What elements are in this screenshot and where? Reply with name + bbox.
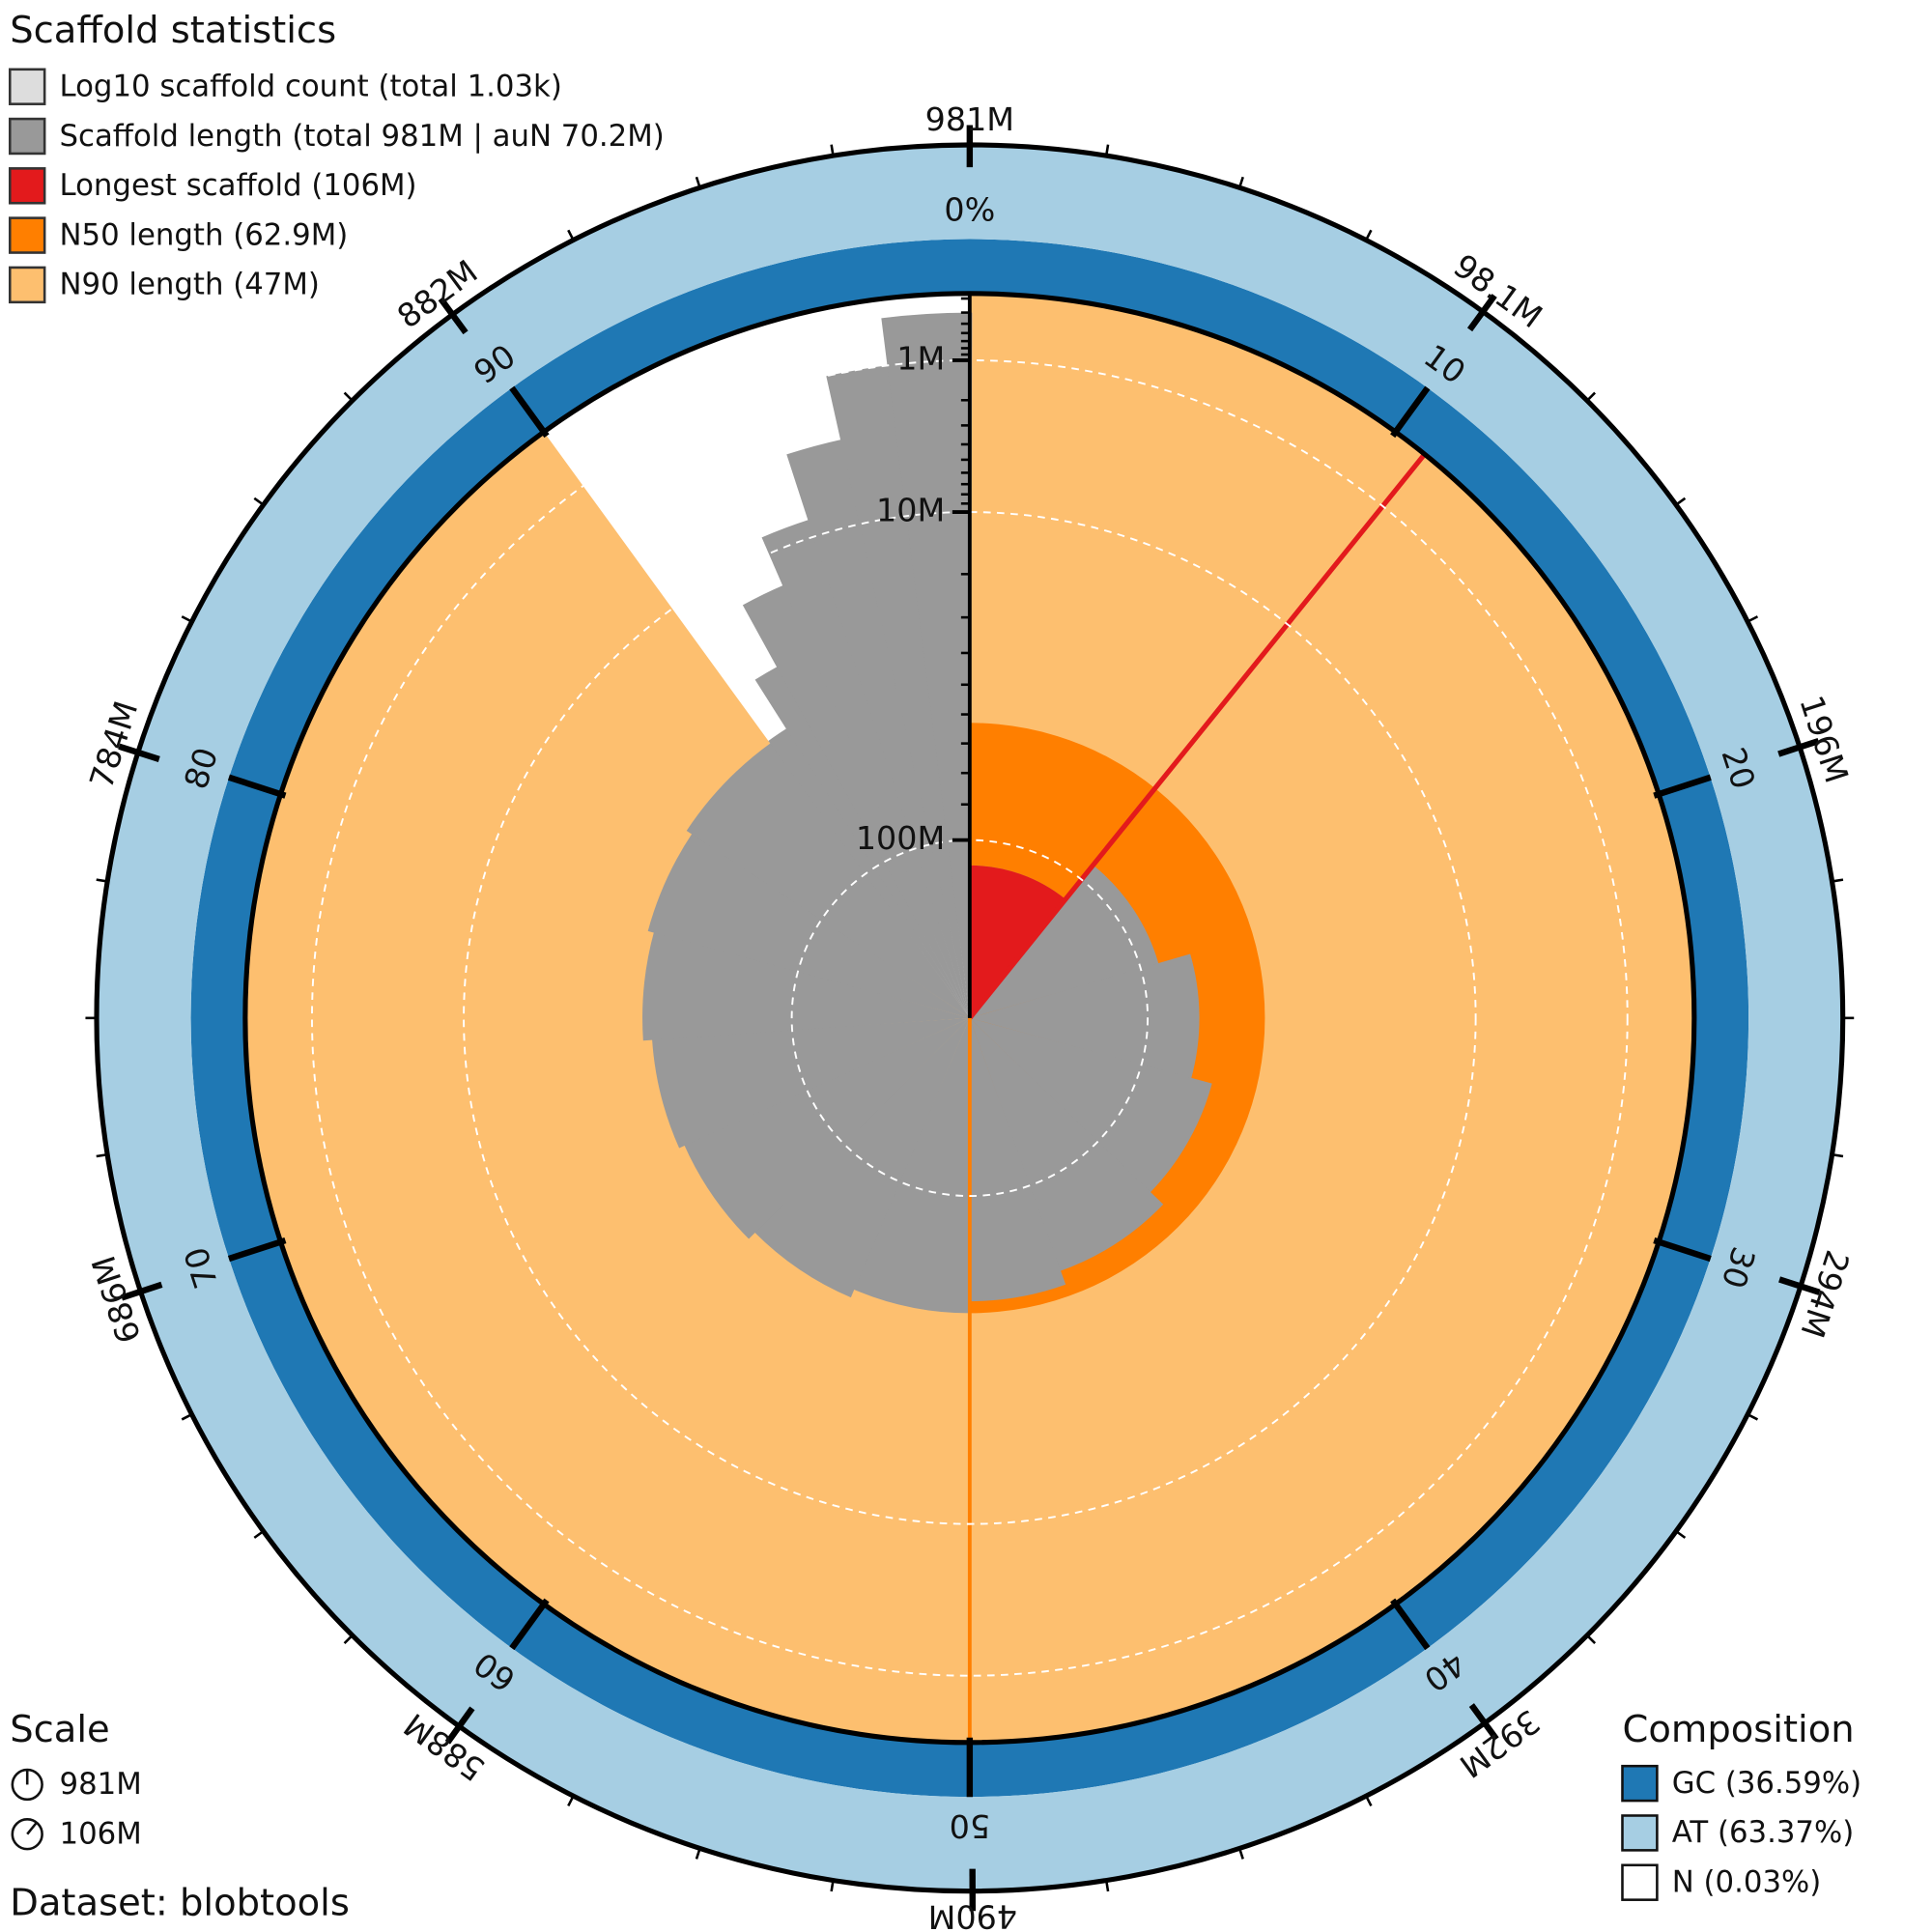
dataset-label: Dataset: blobtools [10,1881,350,1924]
scaffold-length-step [753,1017,970,1298]
percent-tick [1390,385,1431,439]
minor-tick [830,1880,835,1892]
minor-tick [1104,144,1110,156]
composition-label: AT (63.37%) [1672,1815,1854,1850]
minor-tick [1832,878,1844,883]
scaffold-length-step [754,666,970,1018]
percent-tick [1653,774,1712,799]
legend-count-swatch [8,68,46,105]
minor-tick [695,1848,701,1860]
composition-swatch [1621,1764,1659,1803]
scaffold-length-step [853,1017,970,1314]
scaffold-length-step [786,439,970,1018]
minor-tick [96,878,108,883]
x-tick [444,1706,475,1745]
percent-tick [227,1236,287,1263]
minor-tick [1586,1634,1597,1645]
minor-tick [1104,1880,1110,1892]
scaffold-length-step [969,1017,1164,1271]
legend-length-swatch [8,117,46,156]
x-tick [438,297,469,335]
composition-label: GC (36.59%) [1672,1766,1861,1801]
minor-tick [1237,176,1244,188]
scale-title: Scale [10,1708,109,1751]
x-tick [121,1281,163,1301]
percent-tick-label: 0% [944,191,995,229]
chart-title: Scaffold statistics [10,9,336,52]
minor-tick [181,615,193,623]
minor-tick [253,1530,265,1539]
scaffold-length-step [684,1017,970,1239]
minor-tick [1237,1848,1244,1860]
r-tick-label: 100M [856,819,945,857]
minor-tick [567,1795,575,1807]
percent-tick [1390,1598,1431,1651]
minor-tick [181,1413,193,1421]
r-tick-label: 10M [876,492,945,529]
scaffold-length-step [968,1017,1066,1302]
x-tick-label: 490M [928,1897,1017,1932]
percent-tick [509,1598,550,1651]
composition-title: Composition [1622,1708,1854,1751]
minor-tick [343,1634,354,1645]
legend-count-label: Log10 scaffold count (total 1.03k) [60,70,562,104]
minor-tick [343,391,354,402]
minor-tick [1365,1795,1373,1807]
percent-tick [1653,1236,1712,1263]
minor-tick [567,229,575,242]
r-tick-label: 1M [896,339,945,377]
minor-tick [1832,1152,1844,1158]
legend-longest-label: Longest scaffold (106M) [60,168,417,203]
scaffold-length-step [742,584,970,1018]
minor-tick [1365,229,1373,242]
scale-icon-hand [26,1821,38,1835]
legend-n90-swatch [8,266,46,304]
minor-tick [253,497,265,506]
minor-tick [1675,1530,1687,1539]
scaffold-length-step [969,865,1159,1018]
scaffold-length-step [826,365,970,1018]
longest-line [967,452,1427,1020]
percent-tick [509,385,550,439]
longest-wedge [969,865,1066,1018]
x-tick [1468,1703,1499,1742]
composition-label: N (0.03%) [1672,1865,1821,1900]
minor-tick [96,1152,108,1158]
x-tick [118,743,160,763]
legend-length-label: Scaffold length (total 981M | auN 70.2M) [60,119,665,154]
legend-n90-label: N90 length (47M) [60,268,320,302]
x-tick-label: 981M [925,100,1014,138]
scaffold-length-step [969,1017,1212,1193]
scaffold-length-step [686,742,970,1018]
scaffold-length-step [768,727,970,1018]
x-tick [1777,738,1820,757]
scale-label: 106M [60,1817,142,1852]
composition-swatch [1621,1863,1659,1901]
legend-n50-label: N50 length (62.9M) [60,217,349,252]
scaffold-length-step [969,953,1200,1079]
minor-tick [830,144,835,156]
composition-swatch [1621,1814,1659,1852]
minor-tick [1586,391,1597,402]
scaffold-length-step [642,931,970,1041]
x-tick [1778,1276,1821,1295]
minor-tick [1747,615,1759,623]
scaffold-length-step [647,833,970,1018]
minor-tick [695,176,701,188]
scale-label: 981M [60,1767,142,1802]
legend-n50-swatch [8,216,46,254]
scaffold-length-step [761,519,970,1018]
percent-tick-label: 50 [950,1807,990,1845]
scaffold-length-step [652,1017,970,1149]
percent-tick [227,774,287,799]
scale-icon [11,1818,43,1851]
minor-tick [1675,497,1687,506]
x-tick [1466,294,1497,332]
legend-longest-swatch [8,167,46,205]
minor-tick [1747,1413,1759,1421]
